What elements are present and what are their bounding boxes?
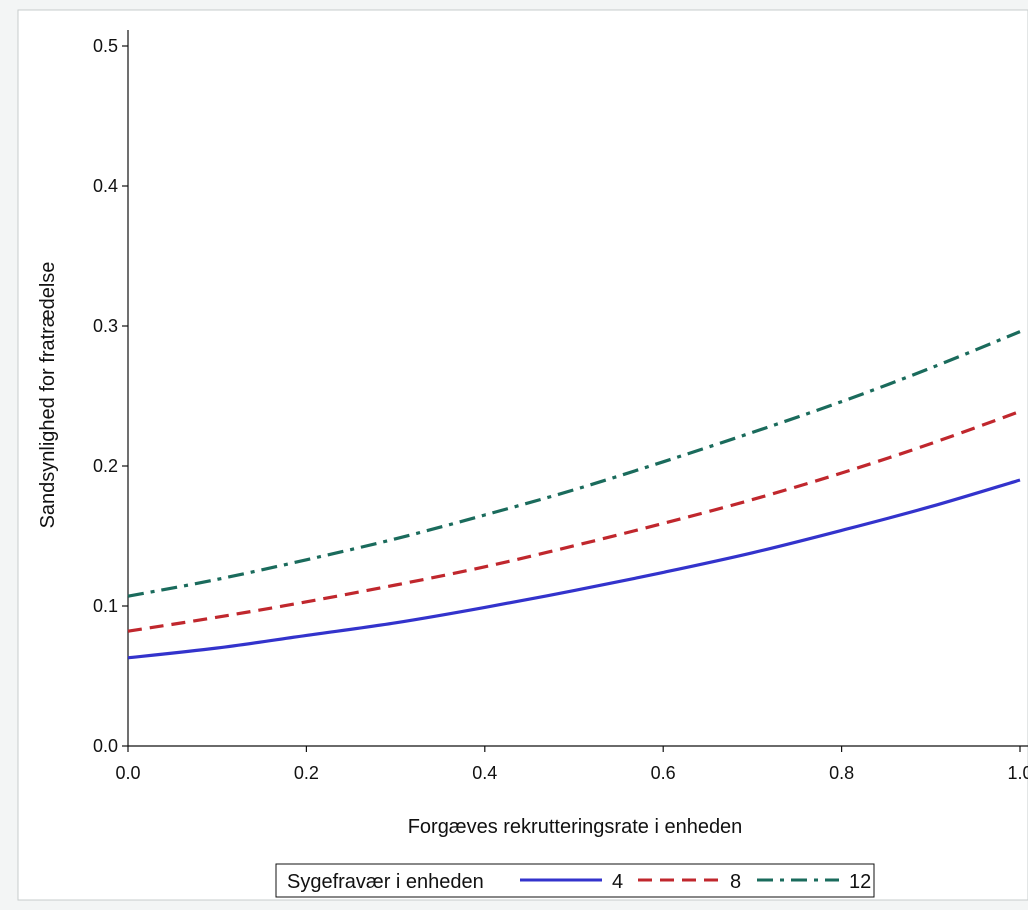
legend-title: Sygefravær i enheden — [287, 871, 484, 893]
x-tick-label: 0.2 — [294, 763, 319, 783]
series-lines — [127, 330, 1021, 660]
x-tick-label: 0.6 — [651, 763, 676, 783]
y-tick-label: 0.2 — [93, 456, 118, 476]
y-tick-label: 0.5 — [93, 36, 118, 56]
frame-border — [17, 9, 1028, 901]
y-tick-label: 0.0 — [93, 736, 118, 756]
series-line-8 — [127, 409, 1021, 633]
plot-region — [18, 10, 1028, 900]
legend-label-12: 12 — [849, 871, 871, 893]
x-tick-label: 1.0 — [1007, 763, 1028, 783]
axes: 0.0 0.1 0.2 0.3 0.4 0.5 0.0 0.2 0.4 0.6 0.8 1.0 — [93, 30, 1028, 783]
y-axis-title: Sandsynlighed for fratrædelse — [37, 262, 59, 529]
legend: Sygefravær i enheden 4 8 12 — [275, 863, 875, 898]
x-tick-label: 0.4 — [472, 763, 497, 783]
x-axis-title: Forgæves rekrutteringsrate i enheden — [408, 816, 743, 838]
x-tick-label: 0.8 — [829, 763, 854, 783]
series-line-4 — [127, 478, 1021, 660]
x-tick-label: 0.0 — [115, 763, 140, 783]
y-tick-label: 0.1 — [93, 596, 118, 616]
legend-label-4: 4 — [612, 871, 623, 893]
y-tick-label: 0.4 — [93, 176, 118, 196]
y-tick-label: 0.3 — [93, 316, 118, 336]
legend-entries: 4 8 12 — [520, 871, 871, 893]
legend-label-8: 8 — [730, 871, 741, 893]
